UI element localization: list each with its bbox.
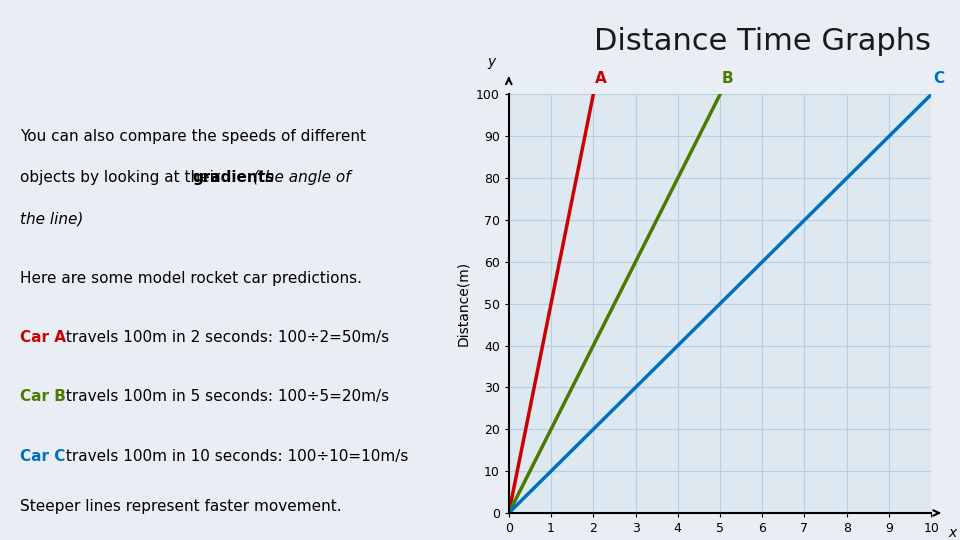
Text: Car A: Car A <box>20 330 66 345</box>
Text: C: C <box>933 71 945 86</box>
Text: travels 100m in 2 seconds: 100÷2=50m/s: travels 100m in 2 seconds: 100÷2=50m/s <box>61 330 390 345</box>
Text: Here are some model rocket car predictions.: Here are some model rocket car predictio… <box>20 271 362 286</box>
Text: A: A <box>595 71 607 86</box>
Text: y: y <box>488 56 496 69</box>
Text: x: x <box>948 525 956 539</box>
Text: objects by looking at their: objects by looking at their <box>20 171 225 185</box>
Text: travels 100m in 5 seconds: 100÷5=20m/s: travels 100m in 5 seconds: 100÷5=20m/s <box>61 389 390 404</box>
Text: Steeper lines represent faster movement.: Steeper lines represent faster movement. <box>20 499 342 514</box>
Text: the line): the line) <box>20 212 84 226</box>
Text: gradients: gradients <box>192 171 275 185</box>
Text: Car C: Car C <box>20 449 65 464</box>
Text: travels 100m in 10 seconds: 100÷10=10m/s: travels 100m in 10 seconds: 100÷10=10m/s <box>61 449 409 464</box>
Text: B: B <box>722 71 733 86</box>
Text: (the angle of: (the angle of <box>248 171 350 185</box>
Text: You can also compare the speeds of different: You can also compare the speeds of diffe… <box>20 129 366 144</box>
Y-axis label: Distance(m): Distance(m) <box>456 261 470 346</box>
Text: Car B: Car B <box>20 389 66 404</box>
Text: Distance Time Graphs: Distance Time Graphs <box>594 27 931 56</box>
